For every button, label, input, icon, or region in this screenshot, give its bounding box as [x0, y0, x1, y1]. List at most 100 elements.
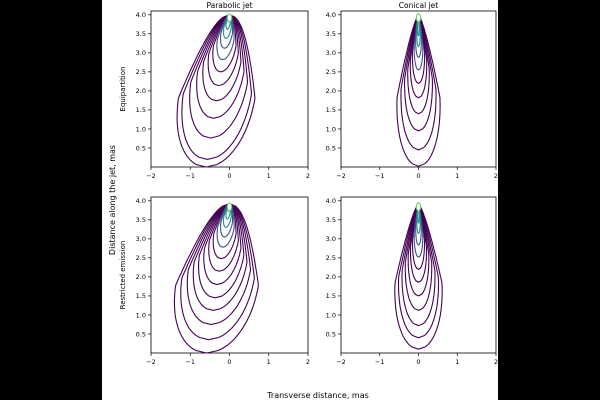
- figure-canvas: Distance along the jet, mas Transverse d…: [102, 0, 498, 400]
- contour-line-12: [180, 203, 255, 341]
- contour-line-10: [189, 14, 249, 139]
- contour-line-10: [192, 203, 248, 311]
- y-tick-label: 1.5: [136, 292, 146, 300]
- contour-line-12: [176, 14, 256, 167]
- contour-line-11: [186, 203, 252, 326]
- y-tick-label: 3.5: [326, 216, 336, 224]
- panel-frame: [150, 10, 309, 168]
- contour-line-10: [401, 202, 436, 327]
- y-tick-label: 4.0: [326, 197, 336, 205]
- y-tick-label: 3.0: [326, 49, 336, 57]
- figure-ylabel: Distance along the jet, mas: [108, 145, 117, 255]
- x-tick-label: −1: [185, 172, 195, 180]
- contour-line-6: [212, 203, 237, 260]
- panel-1: −2 −1 0 1 2 0.5 1.0 1.5 2.0 2.5 3.0 3.5 4.0 Parabolic…: [119, 1, 310, 180]
- contour-line-8: [203, 203, 242, 286]
- x-tick-label: 2: [494, 172, 498, 180]
- contour-line-12: [394, 202, 443, 350]
- panel-frame: [340, 196, 497, 354]
- y-tick-label: 2.0: [326, 273, 336, 281]
- x-tick-label: 0: [227, 358, 231, 366]
- panel-title: Conical jet: [399, 1, 439, 10]
- contour-line-4: [219, 14, 234, 49]
- contour-group: [176, 13, 256, 167]
- contour-line-9: [196, 14, 245, 119]
- contour-line-11: [396, 13, 441, 167]
- y-tick-label: 2.0: [326, 87, 336, 95]
- x-tick-label: 1: [267, 172, 271, 180]
- y-tick-label: 0.5: [326, 330, 336, 338]
- contour-group: [396, 12, 441, 167]
- x-tick-label: 2: [306, 172, 310, 180]
- contour-line-9: [198, 203, 245, 299]
- contour-line-13: [173, 203, 259, 353]
- contour-line-11: [181, 14, 252, 160]
- y-tick-label: 4.0: [136, 197, 146, 205]
- x-tick-label: −2: [146, 358, 156, 366]
- x-tick-label: 2: [494, 358, 498, 366]
- y-tick-label: 4.0: [326, 11, 336, 19]
- contour-line-8: [407, 202, 430, 297]
- panel-3: −2 −1 0 1 2 0.5 1.0 1.5 2.0 2.5 3.0 3.5 4.0 Restricte…: [119, 196, 310, 366]
- y-tick-label: 1.0: [326, 125, 336, 133]
- y-tick-label: 2.0: [136, 87, 146, 95]
- y-tick-label: 1.0: [326, 311, 336, 319]
- jet-core: [415, 202, 422, 212]
- contour-line-7: [208, 203, 239, 272]
- y-tick-label: 0.5: [326, 144, 336, 152]
- y-tick-label: 0.5: [136, 144, 146, 152]
- y-tick-label: 3.0: [326, 235, 336, 243]
- contour-group: [394, 201, 443, 350]
- contour-line-8: [202, 14, 242, 102]
- x-tick-label: 0: [416, 358, 420, 366]
- contour-line-8: [407, 13, 430, 115]
- y-tick-label: 2.5: [136, 254, 146, 262]
- contour-line-11: [397, 202, 440, 339]
- contour-line-6: [411, 13, 426, 84]
- panel-frame: [340, 10, 497, 168]
- y-tick-label: 1.5: [136, 106, 146, 114]
- y-tick-label: 3.0: [136, 49, 146, 57]
- y-tick-label: 3.5: [326, 30, 336, 38]
- y-tick-label: 2.5: [326, 68, 336, 76]
- contour-line-9: [404, 202, 433, 312]
- contour-line-9: [404, 13, 433, 132]
- contour-line-6: [212, 14, 237, 73]
- contour-line-10: [400, 13, 437, 151]
- x-tick-label: −1: [375, 172, 385, 180]
- y-tick-label: 2.0: [136, 273, 146, 281]
- x-tick-label: −2: [336, 358, 346, 366]
- figure-xlabel: Transverse distance, mas: [266, 391, 369, 400]
- jet-core: [226, 13, 233, 23]
- panel-2: −2 −1 0 1 2 0.5 1.0 1.5 2.0 2.5 3.0 3.5 4.0 Conical j…: [326, 1, 498, 180]
- panel-row-label: Equipartition: [119, 67, 127, 112]
- y-tick-label: 1.0: [136, 311, 146, 319]
- contour-line-6: [411, 202, 426, 270]
- y-tick-label: 4.0: [136, 11, 146, 19]
- contour-line-7: [207, 14, 239, 87]
- y-tick-label: 2.5: [136, 68, 146, 76]
- x-tick-label: 1: [455, 358, 459, 366]
- contour-line-4: [219, 203, 234, 238]
- panel-row-label: Restricted emission: [119, 241, 127, 310]
- x-tick-label: −1: [375, 358, 385, 366]
- x-tick-label: 1: [455, 172, 459, 180]
- x-tick-label: −2: [146, 172, 156, 180]
- jet-core: [415, 13, 422, 23]
- contour-group: [173, 202, 259, 353]
- jet-core: [226, 202, 233, 212]
- contour-line-7: [409, 202, 428, 283]
- contour-line-3: [222, 203, 232, 228]
- contour-line-7: [409, 13, 428, 99]
- panel-title: Parabolic jet: [206, 1, 252, 10]
- y-tick-label: 0.5: [136, 330, 146, 338]
- y-tick-label: 1.5: [326, 292, 336, 300]
- x-tick-label: 2: [306, 358, 310, 366]
- y-tick-label: 3.0: [136, 235, 146, 243]
- x-tick-label: 0: [416, 172, 420, 180]
- panel-4: −2 −1 0 1 2 0.5 1.0 1.5 2.0 2.5 3.0 3.5 4.0: [326, 196, 498, 366]
- y-tick-label: 3.5: [136, 216, 146, 224]
- x-tick-label: 0: [227, 172, 231, 180]
- contour-line-5: [216, 203, 235, 248]
- contour-line-5: [413, 13, 424, 71]
